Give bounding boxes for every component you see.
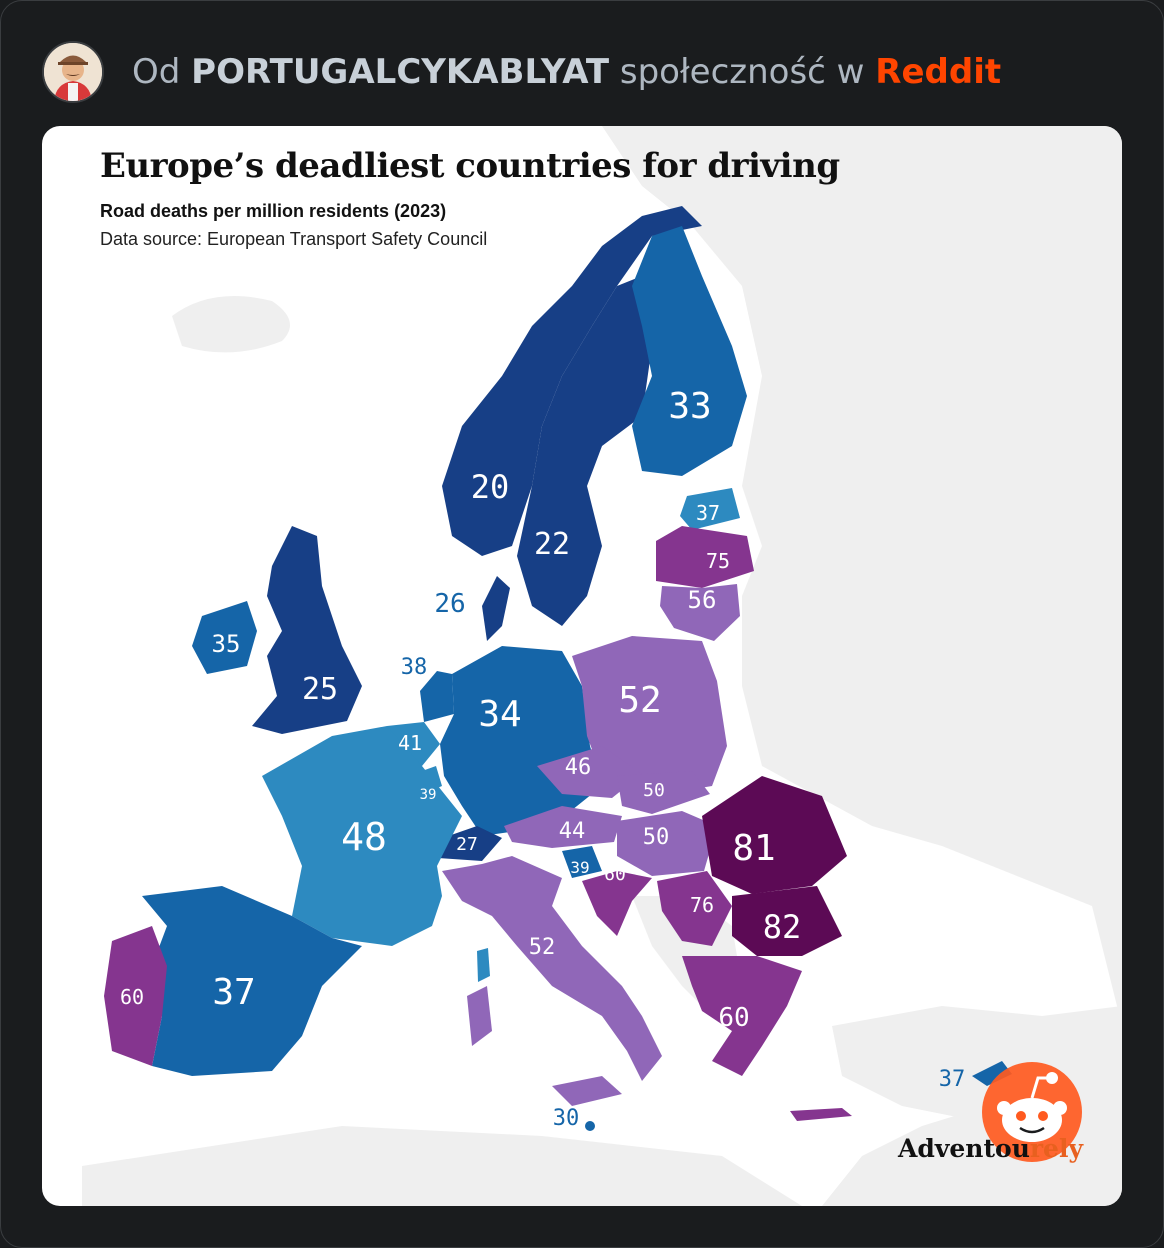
country-portugal	[104, 926, 167, 1066]
country-switzerland	[434, 826, 502, 861]
value-label-croatia: 60	[604, 864, 626, 885]
value-label-hungary: 50	[643, 825, 670, 850]
country-serbia	[657, 871, 732, 946]
value-label-finland: 33	[668, 386, 711, 427]
value-label-germany: 34	[478, 694, 521, 735]
value-label-netherlands: 38	[401, 655, 428, 680]
value-label-ireland: 35	[212, 630, 241, 658]
country-malta	[585, 1121, 595, 1131]
country-uk	[252, 526, 362, 734]
value-label-france: 48	[341, 815, 387, 859]
country-spain	[142, 886, 362, 1076]
platform-link[interactable]: Reddit	[875, 52, 1002, 92]
country-norway	[442, 206, 702, 556]
country-hungary	[617, 811, 717, 876]
country-croatia	[582, 871, 652, 936]
map-credit: Adventourely	[898, 1134, 1083, 1163]
country-slovakia	[617, 771, 710, 814]
country-romania	[702, 776, 847, 894]
credit-accent: rely	[1029, 1134, 1083, 1163]
value-labels: 20 22 26 33 37 75 56 35 25 38 41 39 34 52 46 50 44 50 27 39…	[120, 386, 965, 1131]
value-label-romania: 81	[732, 828, 775, 869]
reddit-snoo-icon	[982, 1062, 1082, 1162]
value-label-latvia: 75	[706, 549, 730, 573]
credit-main: Adventou	[898, 1134, 1030, 1163]
country-slovenia	[562, 846, 602, 878]
map-title: Europe’s deadliest countries for driving	[100, 146, 840, 186]
country-sweden	[517, 276, 652, 626]
value-label-portugal: 60	[120, 985, 144, 1009]
value-label-denmark: 26	[434, 589, 465, 619]
country-austria	[504, 806, 622, 848]
europe-map: 20 22 26 33 37 75 56 35 25 38 41 39 34 52 46 50 44 50 27 39…	[82, 126, 1122, 1206]
country-lithuania	[660, 584, 740, 641]
map-source: Data source: European Transport Safety C…	[100, 229, 488, 249]
value-label-estonia: 37	[696, 501, 720, 525]
italy-sardinia	[467, 986, 492, 1046]
country-germany	[440, 646, 602, 836]
country-finland	[632, 226, 747, 476]
value-label-slovenia: 39	[570, 858, 589, 877]
value-label-malta: 30	[553, 1106, 580, 1131]
value-label-czechia: 46	[565, 755, 592, 780]
value-label-cyprus: 37	[939, 1067, 966, 1092]
community-link[interactable]: PORTUGALCYKABLYAT	[191, 52, 610, 92]
value-label-switzerland: 27	[456, 834, 478, 855]
post-header: Od PORTUGALCYKABLYAT społeczność w Reddi…	[42, 41, 1001, 103]
country-denmark	[482, 576, 510, 641]
country-latvia	[656, 526, 754, 588]
map-subtitle: Road deaths per million residents (2023)	[100, 201, 447, 221]
land-background	[602, 126, 1122, 1206]
italy-sicily	[552, 1076, 622, 1106]
country-estonia	[680, 488, 740, 530]
value-label-uk: 25	[302, 672, 338, 707]
value-label-norway: 20	[471, 468, 510, 506]
country-italy	[442, 856, 662, 1081]
value-label-italy: 52	[529, 935, 556, 960]
value-label-spain: 37	[212, 972, 255, 1013]
country-france	[262, 726, 462, 946]
iceland-shape	[172, 296, 290, 353]
post-byline: Od PORTUGALCYKABLYAT społeczność w Reddi…	[132, 52, 1001, 92]
country-greece	[682, 956, 802, 1076]
byline-prefix: Od	[132, 52, 181, 92]
user-avatar-icon[interactable]	[42, 41, 104, 103]
value-label-slovakia: 50	[643, 780, 665, 801]
value-label-belgium: 41	[398, 731, 422, 755]
byline-middle: społeczność w	[619, 52, 865, 92]
value-label-greece: 60	[718, 1003, 749, 1033]
country-netherlands	[420, 671, 454, 722]
country-czechia	[537, 746, 642, 798]
france-corsica	[477, 948, 490, 982]
value-label-lithuania: 56	[688, 586, 717, 614]
value-label-sweden: 22	[534, 527, 570, 562]
country-ireland	[192, 601, 257, 674]
map-card: 20 22 26 33 37 75 56 35 25 38 41 39 34 52 46 50 44 50 27 39…	[42, 126, 1122, 1206]
country-cyprus	[972, 1061, 1012, 1086]
value-label-serbia: 76	[690, 893, 714, 917]
value-label-austria: 44	[559, 819, 586, 844]
country-bulgaria	[732, 886, 842, 956]
africa-shape	[82, 1126, 802, 1206]
value-label-poland: 52	[618, 680, 661, 721]
value-label-luxembourg: 39	[420, 787, 437, 803]
greece-crete	[790, 1108, 852, 1121]
value-label-bulgaria: 82	[763, 908, 802, 946]
